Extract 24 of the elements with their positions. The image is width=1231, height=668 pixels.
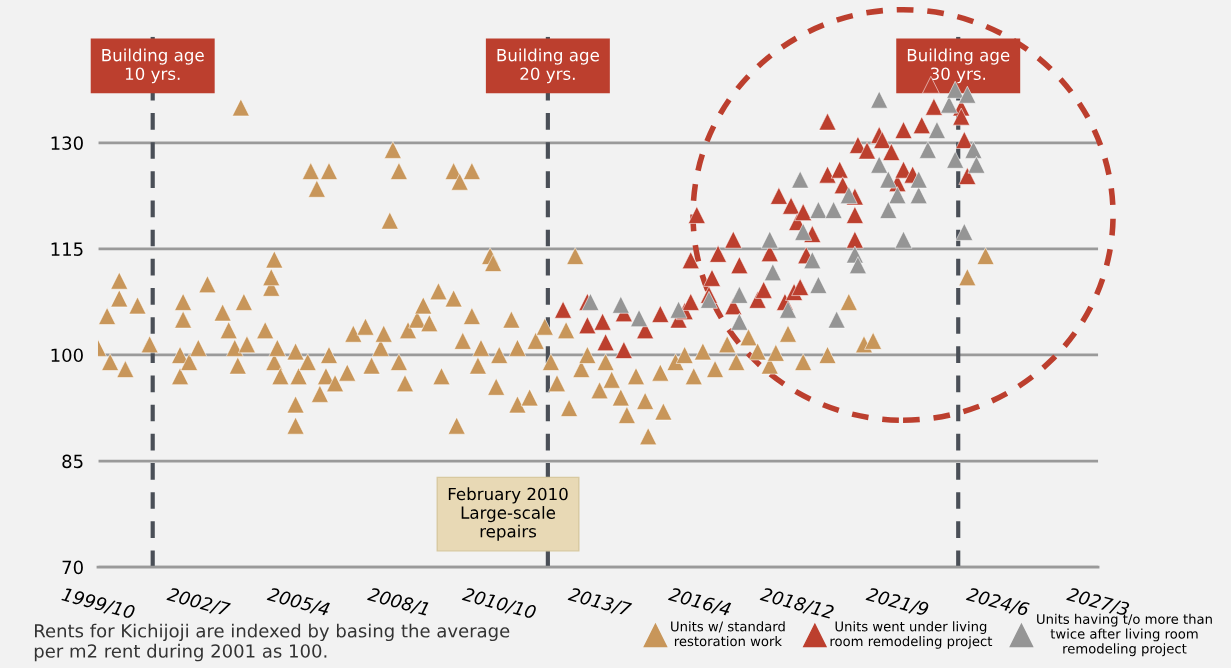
point [928, 121, 946, 139]
y-tick-label: 85 [62, 454, 83, 469]
y-tick-label: 70 [62, 560, 83, 575]
annotation: February 2010 Large-scale repairs [448, 487, 568, 541]
x-tick-label: 2021/9 [865, 586, 930, 618]
x-tick-label: 2016/4 [667, 586, 732, 618]
x-tick-label: 2005/4 [266, 586, 331, 618]
y-tick-label: 115 [51, 242, 83, 257]
point [809, 201, 828, 219]
ref-line-label: Building age 20 yrs. [497, 48, 599, 84]
x-tick-label: 2024/6 [965, 586, 1030, 618]
x-tick-label: 2013/7 [567, 586, 633, 618]
x-tick-label: 1999/10 [60, 587, 136, 621]
x-tick-label: 2010/10 [461, 586, 537, 621]
ref-line-label: Building age 10 yrs. [102, 48, 204, 84]
point [615, 341, 633, 359]
legend-label: Units went under living room remodeling project [830, 621, 993, 649]
y-tick-label: 130 [51, 136, 83, 150]
legend-label: Units w/ standard restoration work [671, 621, 785, 647]
y-tick-label: 100 [51, 348, 83, 363]
ref-line-label: Building age 30 yrs. [907, 48, 1010, 84]
text: Rents for Kichijoji are indexed by basing the average per m2 rent during 2001 as 100. [34, 623, 510, 662]
x-tick-label: 2008/1 [366, 586, 430, 618]
x-tick-label: 2002/7 [165, 586, 231, 618]
